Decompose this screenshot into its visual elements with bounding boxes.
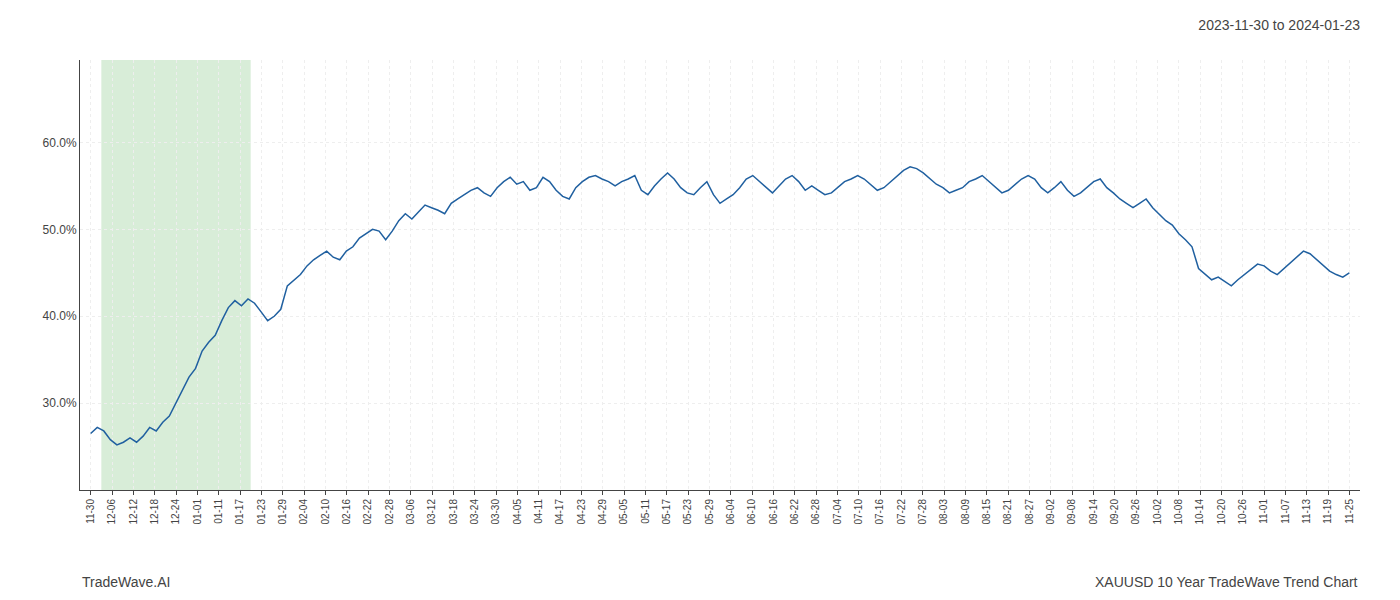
svg-text:08-27: 08-27: [1024, 499, 1035, 525]
svg-text:30.0%: 30.0%: [43, 396, 77, 410]
svg-text:08-15: 08-15: [981, 499, 992, 525]
svg-text:04-11: 04-11: [533, 499, 544, 524]
svg-text:10-20: 10-20: [1216, 499, 1227, 525]
svg-text:09-08: 09-08: [1066, 499, 1077, 525]
svg-text:07-04: 07-04: [832, 499, 843, 525]
svg-text:01-01: 01-01: [192, 499, 203, 525]
svg-text:04-17: 04-17: [554, 499, 565, 525]
svg-text:02-10: 02-10: [320, 499, 331, 525]
svg-text:03-12: 03-12: [426, 499, 437, 525]
svg-text:10-08: 10-08: [1173, 499, 1184, 525]
svg-text:06-04: 06-04: [725, 499, 736, 525]
svg-text:05-29: 05-29: [704, 499, 715, 525]
svg-text:01-11: 01-11: [213, 499, 224, 524]
svg-text:40.0%: 40.0%: [43, 309, 77, 323]
svg-text:02-04: 02-04: [298, 499, 309, 525]
svg-text:02-22: 02-22: [362, 499, 373, 525]
svg-text:01-23: 01-23: [256, 499, 267, 525]
svg-text:06-28: 06-28: [810, 499, 821, 525]
svg-text:04-29: 04-29: [597, 499, 608, 525]
svg-text:60.0%: 60.0%: [43, 136, 77, 150]
svg-text:09-02: 09-02: [1045, 499, 1056, 525]
svg-text:01-29: 01-29: [277, 499, 288, 525]
svg-text:2023-11-30 to 2024-01-23: 2023-11-30 to 2024-01-23: [1198, 17, 1360, 33]
svg-text:11-30: 11-30: [85, 499, 96, 524]
svg-text:03-18: 03-18: [448, 499, 459, 525]
svg-text:03-06: 03-06: [405, 499, 416, 525]
svg-text:12-24: 12-24: [170, 499, 181, 525]
svg-text:11-01: 11-01: [1258, 499, 1269, 524]
svg-text:08-03: 08-03: [938, 499, 949, 525]
svg-text:09-26: 09-26: [1130, 499, 1141, 525]
svg-text:10-26: 10-26: [1237, 499, 1248, 525]
svg-text:08-09: 08-09: [960, 499, 971, 525]
svg-text:09-14: 09-14: [1088, 499, 1099, 525]
svg-text:03-30: 03-30: [490, 499, 501, 525]
svg-text:06-16: 06-16: [768, 499, 779, 525]
svg-text:05-17: 05-17: [661, 499, 672, 525]
svg-text:04-05: 04-05: [512, 499, 523, 525]
svg-text:11-07: 11-07: [1280, 499, 1291, 524]
svg-text:04-23: 04-23: [576, 499, 587, 525]
svg-text:10-14: 10-14: [1194, 499, 1205, 525]
svg-text:10-02: 10-02: [1152, 499, 1163, 525]
svg-text:12-18: 12-18: [149, 499, 160, 525]
svg-text:07-10: 07-10: [853, 499, 864, 525]
svg-text:02-16: 02-16: [341, 499, 352, 525]
svg-text:05-05: 05-05: [618, 499, 629, 525]
svg-text:XAUUSD 10 Year TradeWave Trend: XAUUSD 10 Year TradeWave Trend Chart: [1095, 574, 1358, 590]
svg-text:11-25: 11-25: [1344, 499, 1355, 524]
svg-text:06-22: 06-22: [789, 499, 800, 525]
svg-text:06-10: 06-10: [746, 499, 757, 525]
svg-text:07-16: 07-16: [874, 499, 885, 525]
svg-text:05-23: 05-23: [682, 499, 693, 525]
svg-text:TradeWave.AI: TradeWave.AI: [82, 574, 170, 590]
svg-text:07-28: 07-28: [917, 499, 928, 525]
svg-text:50.0%: 50.0%: [43, 223, 77, 237]
svg-text:01-17: 01-17: [234, 499, 245, 525]
svg-text:05-11: 05-11: [640, 499, 651, 524]
svg-text:08-21: 08-21: [1002, 499, 1013, 525]
svg-text:07-22: 07-22: [896, 499, 907, 525]
svg-text:12-12: 12-12: [128, 499, 139, 525]
svg-text:11-19: 11-19: [1322, 499, 1333, 524]
svg-text:12-06: 12-06: [106, 499, 117, 525]
svg-text:09-20: 09-20: [1109, 499, 1120, 525]
svg-text:11-13: 11-13: [1301, 499, 1312, 524]
svg-text:02-28: 02-28: [384, 499, 395, 525]
svg-text:03-24: 03-24: [469, 499, 480, 525]
